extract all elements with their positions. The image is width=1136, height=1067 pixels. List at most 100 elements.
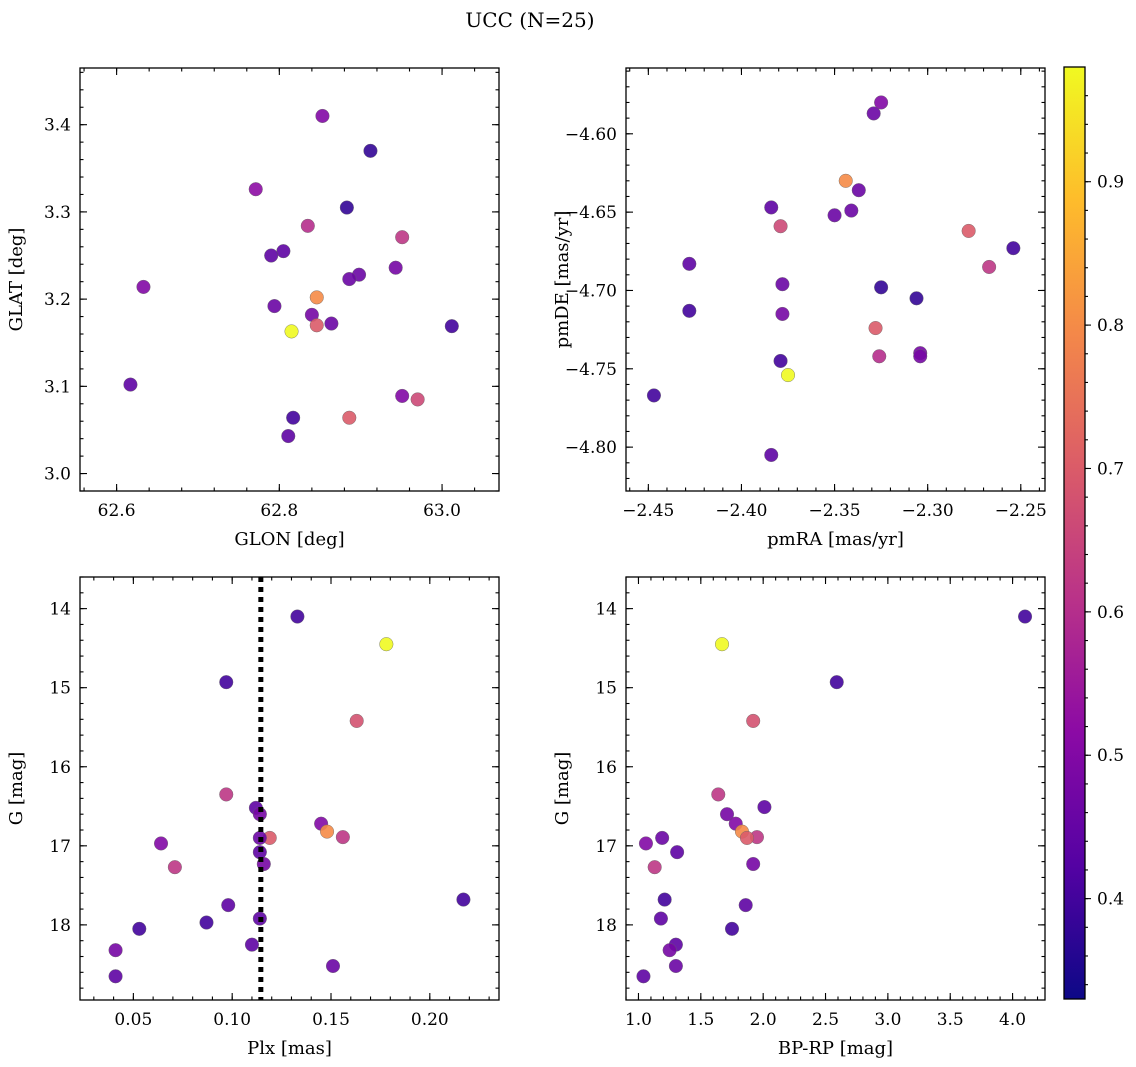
scatter-panel-pmra-pmde: −2.45 −2.40 −2.35 −2.30 −2.25 −4.80 −4.75 −4.70… bbox=[552, 67, 1047, 550]
scatter-point bbox=[1006, 241, 1021, 256]
scatter-point bbox=[668, 959, 683, 974]
scatter-point bbox=[123, 377, 138, 392]
colorbar-tick-label: 0.4 bbox=[1097, 890, 1124, 910]
scatter-point bbox=[653, 911, 668, 926]
scatter-point bbox=[829, 675, 844, 690]
axes-frame bbox=[79, 576, 500, 1001]
scatter-point bbox=[395, 230, 410, 245]
axes-frame bbox=[625, 67, 1046, 492]
y-axis-label-pmde-mas-yr: pmDE [mas/yr] bbox=[552, 211, 573, 349]
scatter-point bbox=[773, 353, 788, 368]
scatter-point bbox=[866, 106, 881, 121]
scatter-point bbox=[410, 392, 425, 407]
scatter-point bbox=[872, 349, 887, 364]
y-tick-label: 3.4 bbox=[44, 116, 71, 136]
scatter-point bbox=[757, 800, 772, 815]
colorbar-tick-label: 0.7 bbox=[1097, 459, 1124, 479]
y-tick-label: −4.75 bbox=[565, 360, 617, 380]
x-axis-label-pmra-mas-yr: pmRA [mas/yr] bbox=[767, 529, 904, 550]
y-tick-label: 17 bbox=[49, 837, 71, 857]
scatter-point bbox=[309, 290, 324, 305]
x-tick-label: 0.10 bbox=[213, 1010, 251, 1030]
x-tick-label: 2.5 bbox=[812, 1010, 839, 1030]
axes-frame bbox=[625, 576, 1046, 1001]
scatter-point bbox=[913, 349, 928, 364]
scatter-point bbox=[248, 182, 263, 197]
scatter-point bbox=[363, 143, 378, 158]
scatter-point bbox=[309, 318, 324, 333]
y-tick-label: −4.70 bbox=[565, 281, 617, 301]
scatter-point bbox=[715, 637, 730, 652]
scatter-point bbox=[775, 306, 790, 321]
scatter-point bbox=[670, 845, 685, 860]
x-tick-label: −2.40 bbox=[715, 501, 767, 521]
scatter-point bbox=[775, 277, 790, 292]
scatter-point bbox=[108, 943, 123, 958]
scatter-point bbox=[388, 260, 403, 275]
scatter-point bbox=[657, 892, 672, 907]
scatter-point bbox=[267, 299, 282, 314]
x-axis-label-bp-rp-mag: BP-RP [mag] bbox=[778, 1038, 893, 1059]
scatter-point bbox=[108, 969, 123, 984]
scatter-point bbox=[746, 857, 761, 872]
scatter-panel-bprp-g: 1.0 1.5 2.0 2.5 3.0 3.5 4.0 14 15 16 17 18 BP-RP [ma… bbox=[552, 576, 1046, 1059]
scatter-point bbox=[335, 830, 350, 845]
scatter-point bbox=[682, 303, 697, 318]
scatter-point bbox=[136, 279, 151, 294]
scatter-point bbox=[868, 321, 883, 336]
y-tick-label: 3.2 bbox=[44, 290, 71, 310]
scatter-point bbox=[1018, 609, 1033, 624]
scatter-point bbox=[324, 316, 339, 331]
scatter-point bbox=[276, 244, 291, 259]
scatter-point bbox=[349, 713, 364, 728]
y-tick-label: 18 bbox=[595, 916, 617, 936]
scatter-point bbox=[838, 173, 853, 188]
scatter-point bbox=[781, 368, 796, 383]
x-tick-label: −2.35 bbox=[809, 501, 861, 521]
scatter-point bbox=[342, 410, 357, 425]
scatter-point bbox=[739, 830, 754, 845]
scatter-point bbox=[764, 447, 779, 462]
scatter-point bbox=[874, 95, 889, 110]
scatter-point bbox=[711, 787, 726, 802]
y-tick-label: 3.0 bbox=[44, 465, 71, 485]
scatter-point bbox=[655, 830, 670, 845]
scatter-point bbox=[281, 429, 296, 444]
colorbar-tick-label: 0.6 bbox=[1097, 603, 1124, 623]
y-axis-label-g-mag: G [mag] bbox=[552, 752, 573, 825]
scatter-point bbox=[325, 959, 340, 974]
x-tick-label: 0.15 bbox=[312, 1010, 350, 1030]
x-tick-label: 62.6 bbox=[98, 501, 136, 521]
scatter-point bbox=[339, 200, 354, 215]
colorbar-frame bbox=[1063, 66, 1086, 1000]
y-tick-label: −4.65 bbox=[565, 203, 617, 223]
scatter-point bbox=[682, 256, 697, 271]
scatter-point bbox=[320, 824, 335, 839]
x-axis-label-glon-deg: GLON [deg] bbox=[234, 529, 344, 550]
colorbar-tick-label: 0.9 bbox=[1097, 173, 1124, 193]
scatter-point bbox=[219, 675, 234, 690]
scatter-point bbox=[395, 388, 410, 403]
scatter-point bbox=[982, 259, 997, 274]
scatter-point bbox=[284, 324, 299, 339]
colorbar-gradient bbox=[1064, 67, 1085, 999]
scatter-point bbox=[851, 183, 866, 198]
y-tick-label: 17 bbox=[595, 837, 617, 857]
x-tick-label: −2.45 bbox=[622, 501, 674, 521]
scatter-point bbox=[300, 218, 315, 233]
scatter-point bbox=[827, 208, 842, 223]
scatter-panel-plx-g: 0.05 0.10 0.15 0.20 14 15 16 17 18 Plx [mas] G [ma… bbox=[6, 576, 500, 1059]
y-axis-label-glat-deg: GLAT [deg] bbox=[6, 228, 27, 332]
scatter-point bbox=[132, 921, 147, 936]
scatter-point bbox=[746, 713, 761, 728]
scatter-point bbox=[154, 836, 169, 851]
scatter-point bbox=[874, 280, 889, 295]
y-axis-label-g-mag: G [mag] bbox=[6, 752, 27, 825]
x-tick-label: 0.05 bbox=[114, 1010, 152, 1030]
scatter-point bbox=[379, 637, 394, 652]
y-tick-label: 16 bbox=[49, 758, 71, 778]
x-tick-label: 2.0 bbox=[750, 1010, 777, 1030]
scatter-point bbox=[290, 609, 305, 624]
scatter-panel-glon-glat: 62.6 62.8 63.0 3.0 3.1 3.2 3.3 3.4 GLON [deg] GLA… bbox=[6, 67, 500, 550]
